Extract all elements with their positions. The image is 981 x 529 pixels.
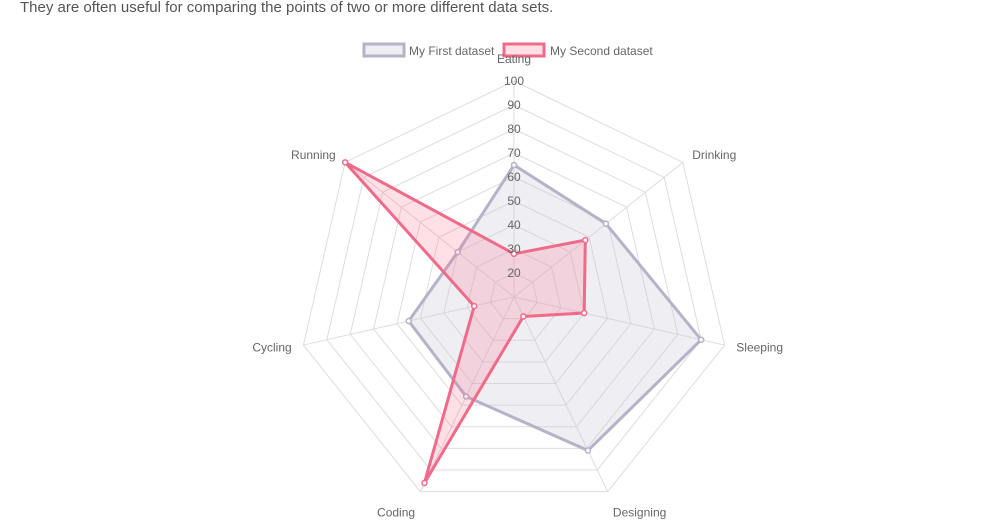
tick-label-70: 70 (507, 146, 521, 160)
category-label-coding: Coding (377, 505, 415, 519)
data-point-series-2-designing[interactable] (520, 313, 527, 320)
category-label-drinking: Drinking (692, 148, 736, 162)
data-point-series-2-sleeping[interactable] (580, 309, 588, 317)
intro-text: They are often useful for comparing the … (20, 0, 554, 16)
grid-ring-70 (373, 152, 655, 428)
grid-ring-40 (443, 224, 585, 363)
grid-ring-90 (326, 104, 702, 471)
legend-swatch-series-2 (502, 42, 546, 58)
legend-label-series-2: My Second dataset (550, 44, 653, 58)
grid-spoke (513, 296, 609, 492)
grid-ring-50 (419, 200, 609, 384)
tick-label-100: 100 (504, 74, 524, 88)
data-point-series-2-running[interactable] (341, 159, 349, 166)
tick-label-20: 20 (507, 266, 521, 280)
radar-series (341, 159, 705, 487)
category-labels: Eating Drinking Sleeping Designing Coding Cyc… (252, 52, 783, 519)
tick-label-80: 80 (507, 122, 521, 136)
data-point-series-1-coding[interactable] (462, 393, 470, 400)
tick-label-90: 90 (507, 98, 521, 112)
radial-tick-labels: 20 30 40 50 60 70 80 90 100 (504, 74, 524, 280)
grid-ring-80 (349, 128, 679, 449)
grid-ring-30 (466, 248, 562, 341)
grid-ring-100 (302, 80, 726, 493)
data-point-series-2-eating[interactable] (510, 250, 518, 258)
grid-ring-60 (396, 176, 632, 406)
category-label-running: Running (291, 148, 336, 162)
data-point-series-1-running[interactable] (454, 248, 461, 256)
data-point-series-1-drinking[interactable] (602, 220, 610, 227)
grid-spoke (513, 296, 725, 346)
category-label-eating: Eating (497, 52, 531, 66)
tick-label-30: 30 (507, 242, 521, 256)
data-point-series-2-cycling[interactable] (470, 302, 478, 310)
data-point-series-1-eating[interactable] (510, 161, 518, 169)
data-point-series-1-cycling[interactable] (405, 317, 412, 325)
data-point-series-2-drinking[interactable] (582, 236, 589, 244)
tick-label-60: 60 (507, 170, 521, 184)
chart-legend[interactable]: My First dataset My Second dataset (362, 42, 653, 58)
category-label-sleeping: Sleeping (736, 341, 783, 355)
legend-item-series-2[interactable]: My Second dataset (502, 42, 653, 58)
tick-label-40: 40 (507, 218, 521, 232)
data-point-series-2-coding[interactable] (421, 479, 428, 487)
legend-swatch-series-1 (362, 42, 406, 58)
legend-item-series-1[interactable]: My First dataset (362, 42, 495, 58)
legend-label-series-1: My First dataset (409, 44, 495, 58)
tick-label-50: 50 (507, 194, 521, 208)
category-label-cycling: Cycling (252, 341, 291, 355)
series-area-2 (343, 160, 587, 485)
grid-ring-20 (490, 272, 538, 320)
data-point-series-1-designing[interactable] (584, 447, 592, 454)
grid-spoke (344, 161, 515, 298)
category-label-designing: Designing (613, 505, 666, 519)
grid-spoke (513, 161, 684, 298)
data-point-series-1-sleeping[interactable] (697, 336, 705, 343)
